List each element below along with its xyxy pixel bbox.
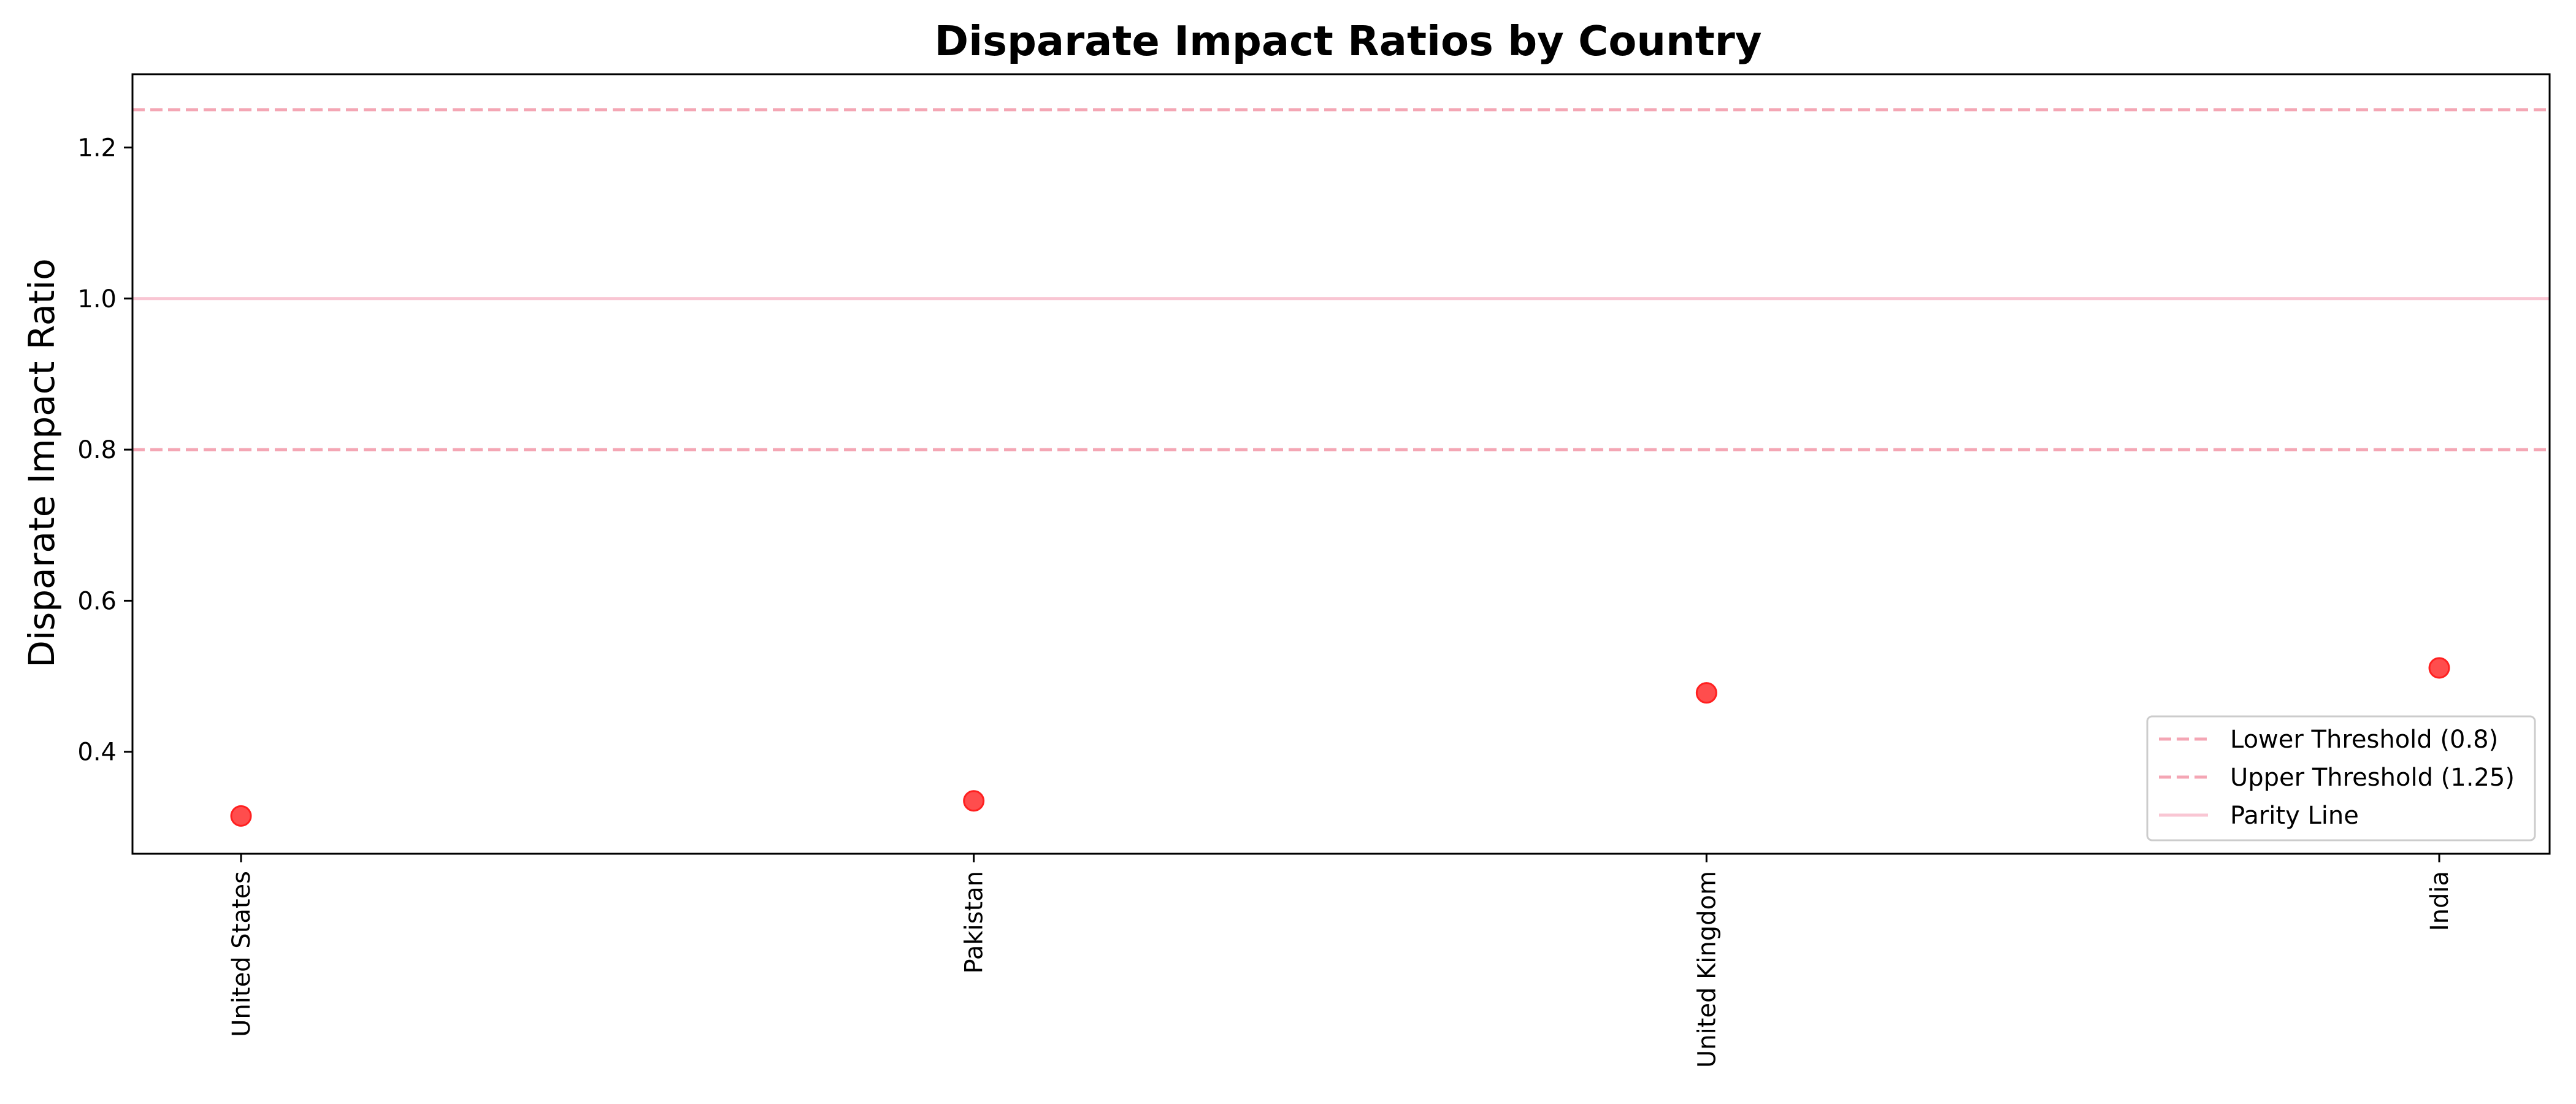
y-tick-label: 1.2 <box>77 134 117 162</box>
reference-lines <box>132 108 2550 451</box>
data-point <box>963 790 985 812</box>
y-tick-label: 1.0 <box>77 285 117 313</box>
x-tick-label: Pakistan <box>960 871 989 974</box>
x-tick-label: India <box>2426 871 2454 931</box>
chart-title: Disparate Impact Ratios by Country <box>935 17 1762 65</box>
data-point <box>230 805 252 827</box>
legend-box <box>2146 715 2536 841</box>
data-point <box>1695 682 1717 704</box>
plot-frame <box>131 73 2551 855</box>
legend-label: Lower Threshold (0.8) <box>2230 726 2498 754</box>
y-axis-label: Disparate Impact Ratio <box>21 258 63 668</box>
legend-label: Parity Line <box>2230 802 2359 830</box>
y-tick-label: 0.8 <box>77 436 117 464</box>
data-points <box>230 657 2450 827</box>
legend: Lower Threshold (0.8) Upper Threshold (1.… <box>2146 715 2536 841</box>
x-axis: United States Pakistan United Kingdom India <box>228 854 2454 1068</box>
x-tick-label: United States <box>228 871 256 1037</box>
legend-label: Upper Threshold (1.25) <box>2230 764 2515 792</box>
data-point <box>2428 657 2450 679</box>
x-tick-label: United Kingdom <box>1693 871 1721 1068</box>
y-tick-label: 0.4 <box>77 738 117 767</box>
y-axis: 0.4 0.6 0.8 1.0 1.2 <box>77 134 132 767</box>
y-tick-label: 0.6 <box>77 587 117 615</box>
